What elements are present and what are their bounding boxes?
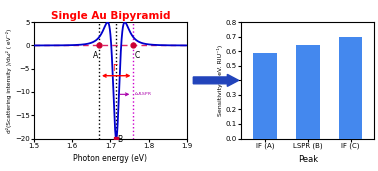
Text: $\omega_\mathrm{LSPR}$: $\omega_\mathrm{LSPR}$ [134, 90, 152, 98]
Y-axis label: d²(Scattering intensity )/dω² ( eV⁻²): d²(Scattering intensity )/dω² ( eV⁻²) [6, 28, 12, 133]
Bar [296, 45, 319, 139]
Text: C: C [135, 51, 140, 60]
Title: Single Au Bipyramid: Single Au Bipyramid [51, 11, 170, 21]
Bar [253, 53, 277, 139]
X-axis label: Peak: Peak [297, 155, 318, 164]
Y-axis label: Sensitivity (· eV. RIU⁻¹): Sensitivity (· eV. RIU⁻¹) [217, 45, 223, 116]
Text: B: B [118, 135, 123, 144]
Bar [339, 37, 363, 139]
Text: Γ: Γ [112, 64, 116, 73]
X-axis label: Photon energy (eV): Photon energy (eV) [73, 154, 147, 163]
Text: A: A [93, 51, 98, 60]
